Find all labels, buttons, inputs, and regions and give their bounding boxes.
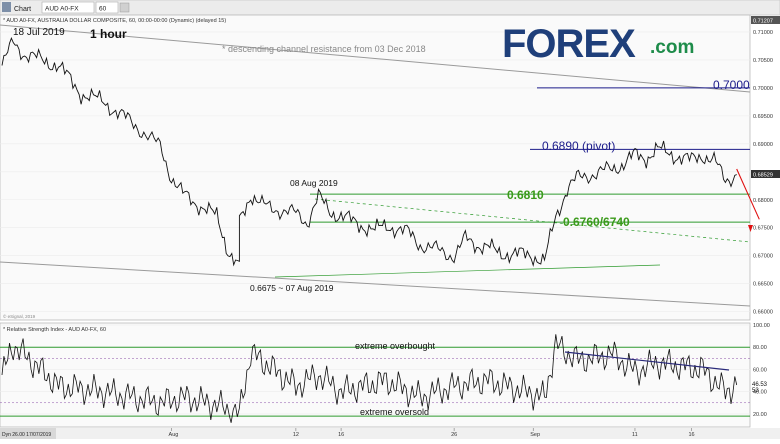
channel-support-line	[0, 261, 751, 307]
last-price-tag	[751, 170, 780, 178]
rsi-panel: 20.00 40.00 60.00 80.00 100.00 * Relative St…	[0, 322, 770, 428]
level-label-0.6810: 0.6810	[507, 188, 544, 202]
forex-logo: FOREX .com	[502, 22, 694, 66]
top-price-tag	[751, 16, 780, 24]
overbought-label: extreme overbought	[355, 341, 436, 351]
logo-suffix: .com	[650, 37, 694, 58]
x-axis-footer: Dyn 26.00 17/07/2019	[2, 432, 51, 438]
x-tick-label: Sep	[530, 432, 540, 438]
x-tick-label: 16	[688, 432, 694, 438]
rsi-tick-label: 20.00	[753, 412, 767, 418]
projection-arrow	[736, 168, 760, 220]
projection-arrowhead	[748, 225, 753, 232]
price-panel-title: * AUD A0-FX, AUSTRALIA DOLLAR COMPOSITE,…	[3, 18, 226, 24]
price-tick-label: 0.71000	[753, 30, 773, 36]
annotation-low: 0.6675 ~ 07 Aug 2019	[250, 283, 334, 293]
rsi-axis: 20.00 40.00 60.00 80.00 100.00	[753, 323, 770, 418]
rsi-tick-label: 60.00	[753, 367, 767, 373]
level-label-0.7000: 0.7000	[713, 78, 750, 92]
x-axis: Dyn 26.00 17/07/2019 Aug 12 16 26 Sep 11 16	[0, 428, 780, 439]
x-tick-label: 11	[632, 432, 638, 438]
symbol-input-value: AUD A0-FX	[45, 6, 79, 13]
price-tick-label: 0.70000	[753, 86, 773, 92]
x-tick-label: 26	[451, 432, 457, 438]
price-tick-label: 0.69500	[753, 114, 773, 120]
x-tick-label: Aug	[169, 432, 179, 438]
esignal-watermark: © eSignal, 2019	[3, 313, 36, 319]
x-tick-label: 16	[338, 432, 344, 438]
rsi-tick-label: 100.00	[753, 323, 770, 329]
annotation-channel: * descending channel resistance from 03 …	[222, 44, 426, 54]
price-tick-label: 0.67500	[753, 226, 773, 232]
support-trendline	[274, 264, 661, 278]
logo-text: FOREX	[502, 22, 636, 66]
level-label-0.6760: 0.6760/6740	[563, 215, 630, 229]
rsi-tick-label: 40.00	[753, 390, 767, 396]
timeframe-label: 1 hour	[90, 27, 127, 41]
interval-select[interactable]	[95, 1, 119, 14]
price-tick-label: 0.66000	[753, 310, 773, 316]
level-label-pivot: 0.6890 (pivot)	[542, 139, 615, 153]
price-panel: 0.66000 0.66500 0.67000 0.67500 0.68000 0.685…	[0, 14, 780, 321]
rsi-last-value-2: 53	[752, 388, 759, 394]
rsi-series-line	[1, 334, 738, 423]
rsi-trendline	[564, 351, 730, 371]
rsi-panel-title: * Relative Strength Index - AUD A0-FX, 6…	[3, 327, 106, 333]
toolbar	[0, 0, 780, 15]
price-series-line	[1, 36, 737, 268]
oversold-label: extreme oversold	[360, 407, 429, 417]
price-tick-label: 0.68000	[753, 198, 773, 204]
app-icon	[2, 2, 11, 12]
price-tick-label: 0.66500	[753, 282, 773, 288]
price-tick-label: 0.70500	[753, 58, 773, 64]
x-tick-label: 12	[293, 432, 299, 438]
settings-icon[interactable]	[119, 2, 130, 13]
x-axis-footer-box	[0, 428, 56, 439]
chart-tab[interactable]: Chart	[14, 6, 31, 13]
rsi-tick-label: 80.00	[753, 345, 767, 351]
rsi-last-value: 46.53	[752, 382, 768, 388]
annotation-aug08: 08 Aug 2019	[290, 178, 338, 188]
symbol-input[interactable]	[41, 1, 95, 14]
top-price-tag-text: 0.71207	[753, 19, 773, 25]
price-tick-label: 0.67000	[753, 254, 773, 260]
channel-resistance-line	[0, 24, 751, 93]
price-tick-label: 0.69000	[753, 142, 773, 148]
interval-select-value: 60	[99, 6, 107, 13]
annotation-high-date: 18 Jul 2019	[13, 27, 65, 38]
dashed-trendline	[314, 198, 751, 243]
last-price-tag-text: 0.68529	[753, 173, 773, 179]
